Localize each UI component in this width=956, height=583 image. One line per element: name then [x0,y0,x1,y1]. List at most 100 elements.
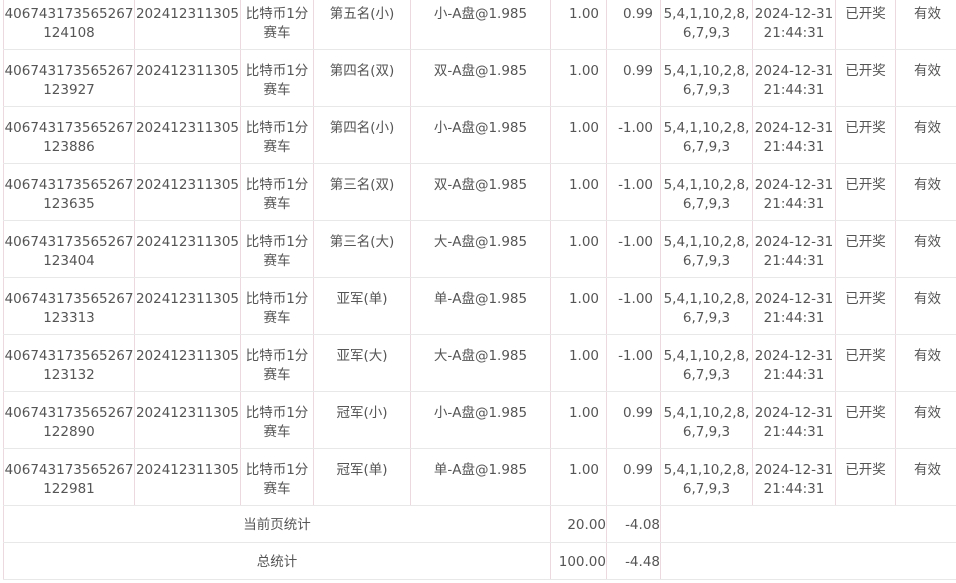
profit-cell: 0.99 [606,0,661,50]
validity-cell: 有效 [895,334,956,392]
play-cell: 第五名(小) [313,0,411,50]
game-cell: 比特币1分赛车 [240,448,314,506]
validity-cell: 有效 [895,391,956,449]
validity-cell: 有效 [895,220,956,278]
table-row: 406743173565267123886 202412311305 比特币1分赛车… [3,106,956,164]
time-cell: 2024-12-31 21:44:31 [752,448,836,506]
status-cell: 已开奖 [835,391,896,449]
validity-cell: 有效 [895,106,956,164]
game-cell: 比特币1分赛车 [240,106,314,164]
page-summary-amount: 20.00 [550,505,607,543]
profit-cell: -1.00 [606,163,661,221]
amount-cell: 1.00 [550,448,607,506]
amount-cell: 1.00 [550,391,607,449]
result-cell: 5,4,1,10,2,8,6,7,9,3 [660,106,753,164]
profit-cell: 0.99 [606,49,661,107]
status-cell: 已开奖 [835,277,896,335]
order-id-cell: 406743173565267122890 [3,391,135,449]
table-row: 406743173565267123404 202412311305 比特币1分赛车… [3,220,956,278]
period-cell: 202412311305 [134,163,241,221]
bet-cell: 单-A盘@1.985 [410,448,551,506]
period-cell: 202412311305 [134,49,241,107]
status-cell: 已开奖 [835,220,896,278]
result-cell: 5,4,1,10,2,8,6,7,9,3 [660,0,753,50]
bet-cell: 小-A盘@1.985 [410,0,551,50]
bet-cell: 大-A盘@1.985 [410,334,551,392]
bet-cell: 小-A盘@1.985 [410,391,551,449]
status-cell: 已开奖 [835,334,896,392]
period-cell: 202412311305 [134,277,241,335]
play-cell: 亚军(大) [313,334,411,392]
play-cell: 冠军(小) [313,391,411,449]
order-id-cell: 406743173565267122981 [3,448,135,506]
period-cell: 202412311305 [134,391,241,449]
validity-cell: 有效 [895,448,956,506]
status-cell: 已开奖 [835,448,896,506]
game-cell: 比特币1分赛车 [240,391,314,449]
play-cell: 第三名(大) [313,220,411,278]
play-cell: 第三名(双) [313,163,411,221]
profit-cell: 0.99 [606,448,661,506]
profit-cell: -1.00 [606,220,661,278]
validity-cell: 有效 [895,277,956,335]
order-id-cell: 406743173565267123886 [3,106,135,164]
table-row: 406743173565267122981 202412311305 比特币1分赛车… [3,448,956,506]
order-id-cell: 406743173565267123927 [3,49,135,107]
profit-cell: -1.00 [606,106,661,164]
result-cell: 5,4,1,10,2,8,6,7,9,3 [660,163,753,221]
play-cell: 冠军(单) [313,448,411,506]
validity-cell: 有效 [895,163,956,221]
page-summary-profit: -4.08 [606,505,661,543]
order-id-cell: 406743173565267123313 [3,277,135,335]
table-row: 406743173565267122890 202412311305 比特币1分赛车… [3,391,956,449]
time-cell: 2024-12-31 21:44:31 [752,277,836,335]
profit-cell: -1.00 [606,277,661,335]
table-body: 406743173565267124108 202412311305 比特币1分赛车… [3,0,956,506]
status-cell: 已开奖 [835,106,896,164]
validity-cell: 有效 [895,0,956,50]
status-cell: 已开奖 [835,0,896,50]
profit-cell: 0.99 [606,391,661,449]
validity-cell: 有效 [895,49,956,107]
play-cell: 第四名(双) [313,49,411,107]
order-id-cell: 406743173565267124108 [3,0,135,50]
order-id-cell: 406743173565267123132 [3,334,135,392]
time-cell: 2024-12-31 21:44:31 [752,220,836,278]
period-cell: 202412311305 [134,448,241,506]
result-cell: 5,4,1,10,2,8,6,7,9,3 [660,391,753,449]
table-row: 406743173565267123313 202412311305 比特币1分赛车… [3,277,956,335]
time-cell: 2024-12-31 21:44:31 [752,106,836,164]
amount-cell: 1.00 [550,49,607,107]
time-cell: 2024-12-31 21:44:31 [752,334,836,392]
page-summary-blank [660,505,956,543]
table-row: 406743173565267124108 202412311305 比特币1分赛车… [3,0,956,50]
result-cell: 5,4,1,10,2,8,6,7,9,3 [660,49,753,107]
order-id-cell: 406743173565267123635 [3,163,135,221]
period-cell: 202412311305 [134,220,241,278]
table-row: 406743173565267123635 202412311305 比特币1分赛车… [3,163,956,221]
total-summary-label: 总统计 [3,542,551,580]
result-cell: 5,4,1,10,2,8,6,7,9,3 [660,277,753,335]
game-cell: 比特币1分赛车 [240,334,314,392]
amount-cell: 1.00 [550,106,607,164]
amount-cell: 1.00 [550,0,607,50]
game-cell: 比特币1分赛车 [240,0,314,50]
page-summary-label: 当前页统计 [3,505,551,543]
bet-cell: 大-A盘@1.985 [410,220,551,278]
play-cell: 第四名(小) [313,106,411,164]
game-cell: 比特币1分赛车 [240,163,314,221]
bet-cell: 单-A盘@1.985 [410,277,551,335]
profit-cell: -1.00 [606,334,661,392]
status-cell: 已开奖 [835,49,896,107]
result-cell: 5,4,1,10,2,8,6,7,9,3 [660,220,753,278]
game-cell: 比特币1分赛车 [240,277,314,335]
period-cell: 202412311305 [134,106,241,164]
total-summary-blank [660,542,956,580]
bet-cell: 小-A盘@1.985 [410,106,551,164]
game-cell: 比特币1分赛车 [240,220,314,278]
total-summary-profit: -4.48 [606,542,661,580]
amount-cell: 1.00 [550,163,607,221]
status-cell: 已开奖 [835,163,896,221]
time-cell: 2024-12-31 21:44:31 [752,49,836,107]
period-cell: 202412311305 [134,0,241,50]
